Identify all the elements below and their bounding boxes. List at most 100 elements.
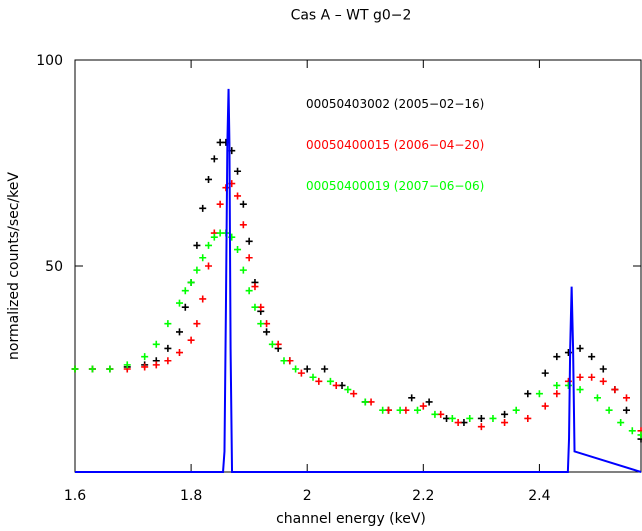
data-point bbox=[245, 237, 253, 245]
data-point bbox=[164, 320, 172, 328]
data-point bbox=[251, 303, 259, 311]
data-point bbox=[88, 365, 96, 373]
legend-entry: 00050403002 (2005−02−16) bbox=[306, 97, 484, 111]
data-point bbox=[141, 363, 149, 371]
data-point bbox=[210, 155, 218, 163]
x-axis-label: channel energy (keV) bbox=[276, 511, 426, 527]
data-point bbox=[193, 320, 201, 328]
data-point bbox=[628, 427, 636, 435]
data-point bbox=[187, 278, 195, 286]
data-point bbox=[332, 381, 340, 389]
data-point bbox=[222, 184, 230, 192]
data-point bbox=[553, 381, 561, 389]
data-point bbox=[588, 353, 596, 361]
series-1 bbox=[71, 180, 642, 435]
y-tick-label: 50 bbox=[45, 259, 63, 275]
data-point bbox=[535, 390, 543, 398]
data-point bbox=[611, 386, 619, 394]
data-point bbox=[593, 394, 601, 402]
x-tick-label: 2.2 bbox=[412, 488, 434, 504]
data-point bbox=[524, 414, 532, 422]
series-0 bbox=[71, 138, 642, 443]
series-2 bbox=[71, 229, 642, 439]
data-point bbox=[141, 353, 149, 361]
plot-frame bbox=[74, 59, 642, 473]
data-point bbox=[303, 365, 311, 373]
data-point bbox=[164, 344, 172, 352]
data-point bbox=[501, 419, 509, 427]
data-point bbox=[239, 200, 247, 208]
x-tick-label: 1.8 bbox=[180, 488, 202, 504]
data-point bbox=[541, 402, 549, 410]
data-point bbox=[379, 406, 387, 414]
data-point bbox=[576, 373, 584, 381]
data-point bbox=[164, 357, 172, 365]
x-axis-ticks: 1.6 1.8 2 2.2 2.4 bbox=[64, 60, 551, 504]
data-point bbox=[257, 320, 265, 328]
x-tick-label: 1.6 bbox=[64, 488, 86, 504]
data-point bbox=[315, 377, 323, 385]
data-point bbox=[419, 402, 427, 410]
data-point bbox=[123, 361, 131, 369]
data-point bbox=[321, 365, 329, 373]
data-point bbox=[199, 295, 207, 303]
data-point bbox=[588, 373, 596, 381]
data-point bbox=[292, 365, 300, 373]
data-point bbox=[193, 266, 201, 274]
y-axis-label: normalized counts/sec/keV bbox=[6, 172, 22, 360]
legend: 00050403002 (2005−02−16) 00050400015 (200… bbox=[306, 97, 484, 193]
series-3 bbox=[75, 88, 642, 473]
data-point bbox=[541, 369, 549, 377]
data-point bbox=[361, 398, 369, 406]
data-point bbox=[512, 406, 520, 414]
y-tick-label: 100 bbox=[36, 53, 63, 69]
x-tick-label: 2.4 bbox=[528, 488, 550, 504]
data-point bbox=[205, 241, 213, 249]
data-point bbox=[350, 390, 358, 398]
data-point bbox=[553, 390, 561, 398]
data-point bbox=[599, 377, 607, 385]
data-point bbox=[175, 349, 183, 357]
data-point bbox=[599, 365, 607, 373]
data-point bbox=[576, 344, 584, 352]
data-point bbox=[199, 204, 207, 212]
data-point bbox=[175, 299, 183, 307]
data-point bbox=[622, 394, 630, 402]
chart-title: Cas A – WT g0−2 bbox=[291, 8, 412, 24]
data-point bbox=[309, 373, 317, 381]
data-point bbox=[553, 353, 561, 361]
data-point bbox=[637, 431, 642, 439]
data-point bbox=[454, 419, 462, 427]
data-point bbox=[477, 414, 485, 422]
data-point bbox=[234, 192, 242, 200]
data-point bbox=[245, 287, 253, 295]
data-point bbox=[251, 283, 259, 291]
data-point bbox=[216, 200, 224, 208]
data-point bbox=[205, 262, 213, 270]
data-point bbox=[239, 221, 247, 229]
data-point bbox=[396, 406, 404, 414]
data-point bbox=[425, 398, 433, 406]
data-point bbox=[280, 357, 288, 365]
data-point bbox=[239, 266, 247, 274]
data-point bbox=[326, 377, 334, 385]
data-point bbox=[605, 406, 613, 414]
legend-entry: 00050400015 (2006−04−20) bbox=[306, 138, 484, 152]
data-point bbox=[448, 414, 456, 422]
data-point bbox=[152, 340, 160, 348]
data-point bbox=[106, 365, 114, 373]
data-point bbox=[205, 175, 213, 183]
data-point bbox=[622, 406, 630, 414]
data-point bbox=[152, 361, 160, 369]
data-point bbox=[245, 254, 253, 262]
data-point bbox=[344, 386, 352, 394]
data-point bbox=[489, 414, 497, 422]
data-point bbox=[501, 410, 509, 418]
data-point bbox=[466, 414, 474, 422]
data-point bbox=[477, 423, 485, 431]
data-point bbox=[576, 386, 584, 394]
data-point bbox=[431, 410, 439, 418]
data-point bbox=[210, 233, 218, 241]
data-point bbox=[181, 303, 189, 311]
